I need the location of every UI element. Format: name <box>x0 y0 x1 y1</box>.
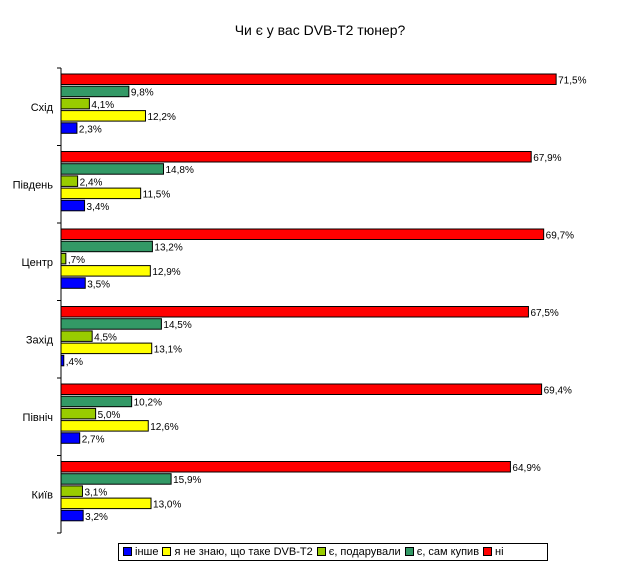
legend-label: інше <box>135 546 159 558</box>
data-label-2-2: ,7% <box>68 255 85 266</box>
data-label-2-3: 12,9% <box>152 267 180 278</box>
data-label-3-0: 67,5% <box>530 308 558 319</box>
category-label-0: Схід <box>31 102 54 114</box>
legend-label: ні <box>495 546 504 558</box>
bar-4-0 <box>60 383 543 395</box>
data-label-5-3: 13,0% <box>153 500 181 511</box>
bar-2-3 <box>60 265 151 277</box>
bar-3-1 <box>60 318 162 330</box>
bar-3-3 <box>60 342 153 355</box>
data-label-1-4: 3,4% <box>87 202 110 213</box>
category-label-3: Захід <box>26 334 54 346</box>
category-label-5: Київ <box>32 489 54 501</box>
legend-swatch <box>123 546 132 556</box>
data-label-1-2: 2,4% <box>80 177 103 188</box>
bar-0-2 <box>60 97 90 110</box>
bar-0-4 <box>60 122 78 134</box>
legend-item-4: ні <box>483 544 504 560</box>
bar-2-1 <box>60 240 153 253</box>
bar-4-4 <box>60 432 81 444</box>
bar-1-1 <box>60 163 164 175</box>
data-label-5-1: 15,9% <box>173 475 201 486</box>
legend-swatch <box>316 546 326 556</box>
bar-5-2 <box>60 485 83 497</box>
legend-item-0: інше <box>123 544 158 560</box>
data-label-4-2: 5,0% <box>98 410 121 421</box>
bar-1-4 <box>60 199 86 212</box>
category-label-4: Північ <box>23 412 53 424</box>
data-label-3-4: ,4% <box>66 357 83 368</box>
bar-5-3 <box>60 497 152 510</box>
data-label-0-3: 12,2% <box>147 112 175 123</box>
legend-label: є, сам купив <box>416 546 480 558</box>
bar-5-1 <box>60 473 172 485</box>
data-label-1-0: 67,9% <box>533 153 561 164</box>
legend-item-1: я не знаю, що таке DVB-T2 <box>162 544 313 560</box>
data-label-3-2: 4,5% <box>94 332 117 343</box>
legend-item-2: є, подарували <box>316 544 401 560</box>
chart-legend: інше я не знаю, що таке DVB-T2 є, подарува… <box>118 543 548 561</box>
bar-5-4 <box>60 509 84 522</box>
bar-4-3 <box>60 420 149 432</box>
data-label-2-4: 3,5% <box>87 279 110 290</box>
bar-1-3 <box>60 187 142 200</box>
bar-4-1 <box>60 395 133 408</box>
bar-2-0 <box>60 228 545 240</box>
data-label-4-4: 2,7% <box>82 434 105 445</box>
data-label-2-0: 69,7% <box>546 231 574 242</box>
bar-1-2 <box>60 175 79 187</box>
data-label-4-1: 10,2% <box>134 398 162 409</box>
data-label-0-2: 4,1% <box>91 100 114 111</box>
bar-2-2 <box>60 252 67 265</box>
data-label-0-4: 2,3% <box>79 124 102 135</box>
data-label-5-0: 64,9% <box>512 463 540 474</box>
legend-item-3: є, сам купив <box>404 544 480 560</box>
data-label-4-3: 12,6% <box>150 422 178 433</box>
category-label-1: Південь <box>13 179 54 191</box>
bar-2-4 <box>60 277 86 289</box>
data-label-0-1: 9,8% <box>131 88 154 99</box>
data-label-5-2: 3,1% <box>84 487 107 498</box>
bar-0-0 <box>60 73 557 85</box>
legend-swatch <box>404 546 414 556</box>
bar-3-0 <box>60 306 529 318</box>
bar-5-0 <box>60 461 511 473</box>
bar-0-3 <box>60 110 146 122</box>
data-label-3-1: 14,5% <box>163 320 191 331</box>
data-label-5-4: 3,2% <box>85 512 108 523</box>
chart-title: Чи є у вас DVB-T2 тюнер? <box>234 22 406 38</box>
legend-swatch <box>162 546 172 556</box>
data-label-0-0: 71,5% <box>558 76 586 87</box>
bar-3-4 <box>60 354 65 367</box>
legend-label: я не знаю, що таке DVB-T2 <box>174 546 313 558</box>
category-label-2: Центр <box>22 257 54 269</box>
legend-label: є, подарували <box>328 546 401 558</box>
data-label-4-0: 69,4% <box>544 386 572 397</box>
data-label-1-3: 11,5% <box>143 190 171 201</box>
bar-3-2 <box>60 330 93 342</box>
data-label-1-1: 14,8% <box>165 165 193 176</box>
data-label-3-3: 13,1% <box>154 345 182 356</box>
bar-1-0 <box>60 151 532 163</box>
bar-0-1 <box>60 85 130 98</box>
data-label-2-1: 13,2% <box>154 243 182 254</box>
bar-4-2 <box>60 407 97 420</box>
legend-swatch <box>483 546 493 556</box>
